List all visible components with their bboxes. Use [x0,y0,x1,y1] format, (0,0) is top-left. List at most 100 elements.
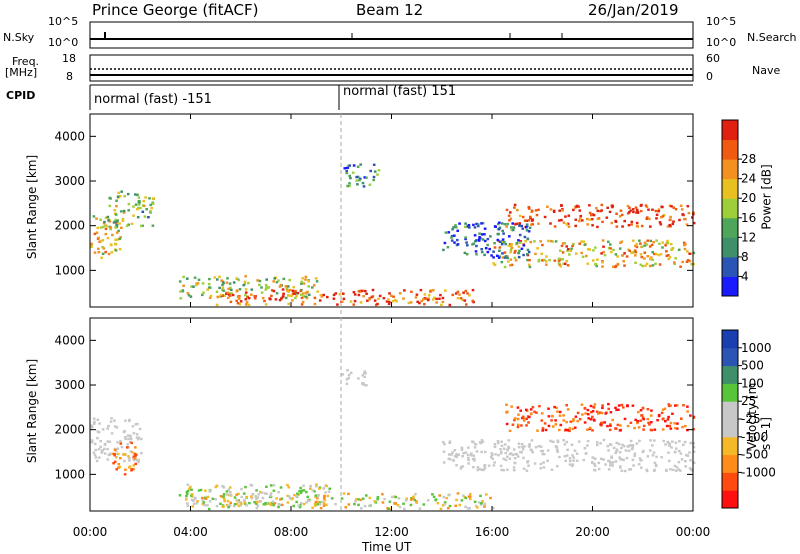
data-cell [93,420,96,424]
data-cell [486,250,490,254]
data-cell [301,277,304,280]
data-cell [273,502,277,505]
data-cell [525,229,529,232]
data-cell [365,384,368,387]
data-cell [596,258,599,261]
data-cell [597,467,601,471]
data-cell [627,224,631,227]
data-cell [633,454,636,457]
data-cell [281,288,285,291]
data-cell [453,241,456,244]
data-cell [362,381,365,385]
data-cell [643,241,647,244]
data-cell [668,204,672,207]
data-cell [262,503,266,506]
data-cell [689,468,693,471]
data-cell [322,502,326,505]
data-cell [412,495,415,498]
data-cell [581,219,584,222]
data-cell [491,457,494,460]
data-cell [226,499,230,503]
data-cell [481,238,485,241]
data-cell [649,439,652,442]
data-cell [601,239,605,242]
data-cell [620,240,624,243]
data-cell [547,424,551,428]
data-cell [509,248,513,251]
data-cell [513,419,516,422]
data-cell [637,426,641,429]
data-cell [404,499,408,502]
data-cell [116,441,119,444]
data-cell [134,193,137,196]
data-cell [114,226,117,229]
data-cell [325,503,328,506]
data-cell [469,497,472,501]
data-cell [413,498,416,502]
data-cell [639,263,643,266]
data-cell [692,461,696,464]
data-cell [520,424,523,427]
data-cell [607,407,610,411]
data-cell [559,423,563,427]
data-cell [596,225,599,229]
data-cell [524,240,527,243]
data-cell [230,288,233,291]
data-cell [114,218,117,222]
data-cell [601,220,604,224]
data-cell [135,436,139,439]
data-cell [602,245,605,248]
data-cell [377,297,380,300]
data-cell [471,288,475,292]
data-cell [228,282,232,285]
data-cell [320,295,324,298]
data-cell [196,282,200,285]
data-cell [90,441,94,444]
y-tick-label: 3000 [54,174,85,188]
data-cell [357,377,360,380]
colorbar-tick-label: 12 [741,230,756,244]
data-cell [365,176,368,179]
data-cell [299,502,303,505]
data-cell [650,421,653,424]
data-cell [433,296,436,299]
data-cell [300,293,303,296]
data-cell [255,489,258,492]
data-cell [642,424,646,428]
data-cell [686,405,689,408]
data-cell [622,444,626,448]
data-cell [453,234,456,237]
data-cell [565,440,569,444]
data-cell [385,300,389,303]
data-cell [574,218,578,221]
data-cell [188,487,191,491]
data-cell [502,457,506,460]
data-cell [480,450,483,454]
data-cell [501,229,504,233]
data-cell [628,249,631,252]
data-cell [322,504,326,507]
data-cell [179,297,183,300]
data-cell [320,500,324,504]
data-cell [545,255,548,258]
data-cell [602,438,606,442]
data-cell [569,420,573,423]
data-cell [658,242,661,245]
data-cell [511,453,515,457]
data-cell [185,492,189,495]
data-cell [192,502,196,505]
data-cell [588,211,592,215]
data-cell [302,489,306,492]
data-cell [526,248,530,252]
data-cell [508,235,511,238]
data-cell [128,419,131,423]
data-cell [113,208,117,212]
data-cell [201,502,205,506]
data-cell [104,216,108,220]
data-cell [388,500,392,503]
data-cell [133,452,137,456]
data-cell [576,411,580,415]
data-cell [355,498,358,501]
data-cell [473,226,477,229]
data-cell [476,223,480,226]
